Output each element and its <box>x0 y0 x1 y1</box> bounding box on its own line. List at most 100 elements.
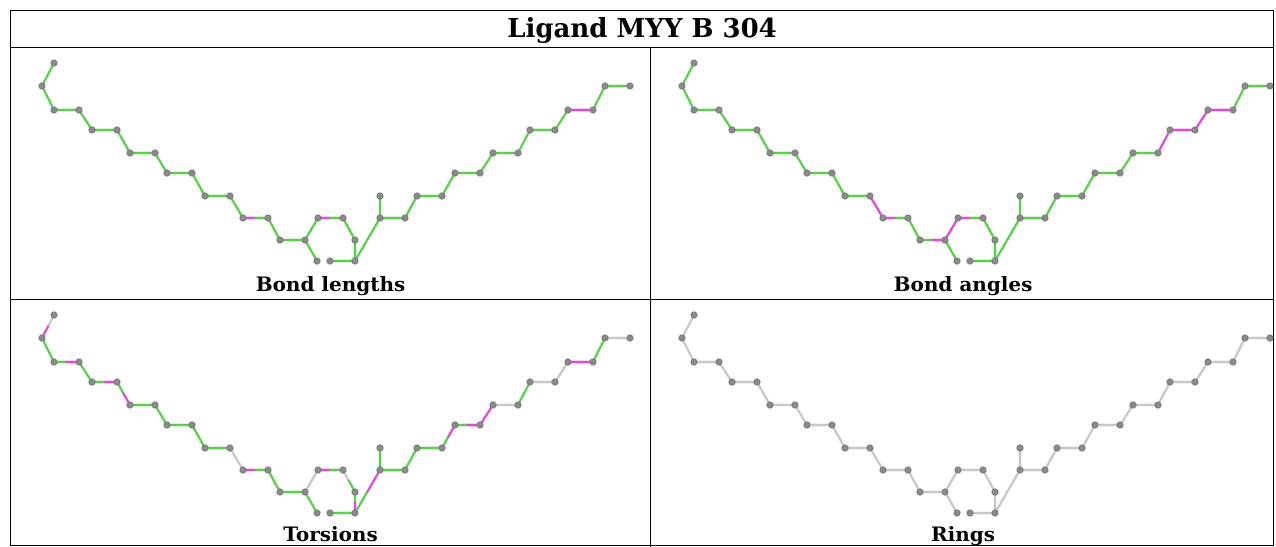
atom-11 <box>226 444 234 452</box>
atom-22 <box>376 214 384 222</box>
atom-36 <box>1016 192 1024 200</box>
caption-bond-lengths: Bond lengths <box>255 272 406 296</box>
atom-8 <box>163 421 171 429</box>
atom-13 <box>904 214 912 222</box>
atom-1 <box>38 334 46 342</box>
atom-14 <box>916 236 924 244</box>
atom-21 <box>326 257 334 265</box>
atom-9 <box>828 421 836 429</box>
atom-34 <box>1241 334 1249 342</box>
atom-10 <box>201 192 209 200</box>
atom-25 <box>1078 444 1086 452</box>
bond-21-half-1 <box>1006 468 1022 493</box>
atom-20 <box>991 509 999 517</box>
atom-36 <box>1016 444 1024 452</box>
atom-10 <box>201 444 209 452</box>
atom-28 <box>489 401 497 409</box>
atom-33 <box>1229 106 1237 114</box>
molecule-diagram-bond-lengths <box>38 59 634 265</box>
atom-32 <box>1204 106 1212 114</box>
atom-23 <box>401 214 409 222</box>
atom-26 <box>451 169 459 177</box>
ligand-title: Ligand MYY B 304 <box>11 11 1273 48</box>
atom-12 <box>239 214 247 222</box>
atom-17 <box>979 214 987 222</box>
atom-19 <box>953 257 961 265</box>
atom-31 <box>1191 126 1199 134</box>
atom-33 <box>1229 358 1237 366</box>
atom-25 <box>1078 192 1086 200</box>
atom-12 <box>879 466 887 474</box>
atom-31 <box>1191 378 1199 386</box>
atom-1 <box>678 334 686 342</box>
atom-27 <box>476 421 484 429</box>
atom-2 <box>690 106 698 114</box>
atom-11 <box>866 192 874 200</box>
atom-4 <box>728 378 736 386</box>
atom-24 <box>1053 192 1061 200</box>
horizontal-divider <box>11 299 1273 300</box>
atom-8 <box>163 169 171 177</box>
atom-7 <box>791 149 799 157</box>
atom-32 <box>1204 358 1212 366</box>
atom-20 <box>991 257 999 265</box>
atom-13 <box>264 214 272 222</box>
atom-30 <box>526 378 534 386</box>
atom-5 <box>113 126 121 134</box>
atom-11 <box>866 444 874 452</box>
atom-11 <box>226 192 234 200</box>
atom-27 <box>1116 169 1124 177</box>
atom-22 <box>376 466 384 474</box>
atom-29 <box>1154 149 1162 157</box>
atom-1 <box>38 82 46 90</box>
atom-36 <box>376 192 384 200</box>
bond-21-half-0 <box>353 238 369 263</box>
atom-7 <box>791 401 799 409</box>
atom-23 <box>1041 466 1049 474</box>
atom-28 <box>489 149 497 157</box>
atom-36 <box>376 444 384 452</box>
atom-7 <box>151 149 159 157</box>
atom-8 <box>803 421 811 429</box>
atom-32 <box>564 106 572 114</box>
atom-12 <box>879 214 887 222</box>
caption-torsions: Torsions <box>283 522 378 546</box>
atom-21 <box>966 509 974 517</box>
caption-rings: Rings <box>930 522 995 546</box>
atom-16 <box>314 466 322 474</box>
atom-15 <box>941 488 949 496</box>
atom-3 <box>715 358 723 366</box>
atom-24 <box>413 444 421 452</box>
bond-21-half-1 <box>1006 216 1022 241</box>
molecule-diagram-bond-angles <box>678 59 1274 265</box>
atom-8 <box>803 169 811 177</box>
atom-3 <box>75 106 83 114</box>
atom-23 <box>1041 214 1049 222</box>
atom-28 <box>1129 401 1137 409</box>
atom-34 <box>601 334 609 342</box>
atom-34 <box>601 82 609 90</box>
atom-19 <box>953 509 961 517</box>
atom-6 <box>766 149 774 157</box>
atom-10 <box>841 444 849 452</box>
atom-0 <box>690 311 698 319</box>
atom-5 <box>113 378 121 386</box>
atom-10 <box>841 192 849 200</box>
atom-29 <box>514 401 522 409</box>
atom-21 <box>326 509 334 517</box>
atom-3 <box>75 358 83 366</box>
molecule-diagram-rings <box>678 311 1274 517</box>
atom-26 <box>1091 421 1099 429</box>
atom-20 <box>351 257 359 265</box>
atom-14 <box>916 488 924 496</box>
atom-14 <box>276 236 284 244</box>
atom-12 <box>239 466 247 474</box>
atom-35 <box>626 82 634 90</box>
atom-35 <box>1266 334 1274 342</box>
atom-24 <box>1053 444 1061 452</box>
atom-15 <box>301 488 309 496</box>
atom-0 <box>50 311 58 319</box>
atom-25 <box>438 192 446 200</box>
atom-30 <box>1166 126 1174 134</box>
atom-19 <box>313 509 321 517</box>
